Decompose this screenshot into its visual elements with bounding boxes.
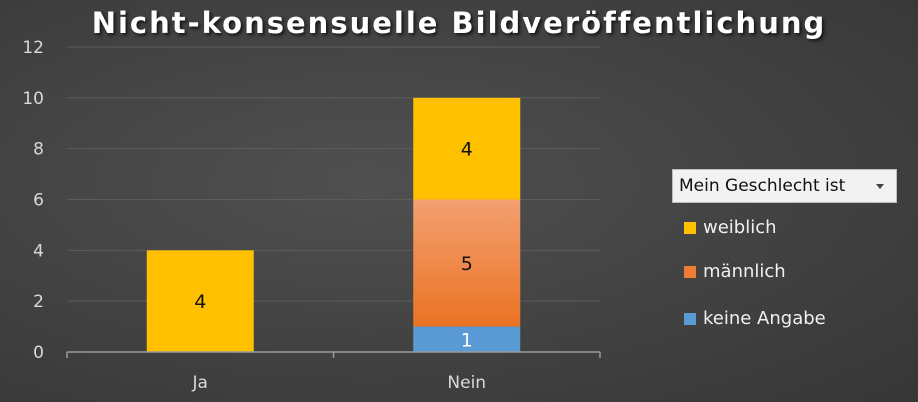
- legend-label: keine Angabe: [703, 308, 826, 329]
- chart-title: Nicht-konsensuelle Bildveröffentlichung: [91, 6, 827, 40]
- x-axis-ticks: Ja Nein: [192, 373, 487, 393]
- bar-segment: [413, 199, 521, 327]
- legend-filter-label: Mein Geschlecht ist: [679, 176, 846, 196]
- legend-label: männlich: [703, 261, 786, 282]
- data-label: 1: [461, 329, 473, 351]
- data-label: 4: [194, 291, 206, 313]
- y-tick-label: 6: [33, 191, 44, 211]
- legend-filter-dropdown[interactable]: Mein Geschlecht ist: [672, 169, 897, 203]
- x-tick-label: Nein: [447, 373, 486, 393]
- y-tick-label: 12: [22, 38, 44, 58]
- y-tick-label: 2: [33, 292, 44, 312]
- bar-segment: [146, 250, 254, 352]
- legend-item[interactable]: männlich: [684, 261, 786, 282]
- legend-item[interactable]: weiblich: [684, 217, 777, 238]
- bar-segment: [413, 326, 521, 352]
- data-label: 5: [461, 253, 473, 275]
- bars: 4 1 5 4: [146, 97, 521, 352]
- data-label: 4: [461, 139, 473, 161]
- legend-item[interactable]: keine Angabe: [684, 308, 826, 329]
- x-axis: [66, 351, 601, 358]
- y-tick-label: 0: [33, 343, 44, 363]
- legend-swatch: [684, 265, 696, 278]
- y-tick-label: 8: [33, 140, 44, 160]
- legend-label: weiblich: [703, 217, 777, 238]
- y-tick-label: 4: [33, 241, 44, 261]
- legend-swatch: [684, 221, 696, 234]
- bar-segment: [413, 97, 521, 200]
- dropdown-arrow-icon: [876, 183, 884, 189]
- legend-swatch: [684, 312, 696, 325]
- y-tick-label: 10: [22, 89, 44, 109]
- x-tick-label: Ja: [192, 373, 208, 393]
- y-axis-ticks: 0 2 4 6 8 10 12: [22, 38, 44, 363]
